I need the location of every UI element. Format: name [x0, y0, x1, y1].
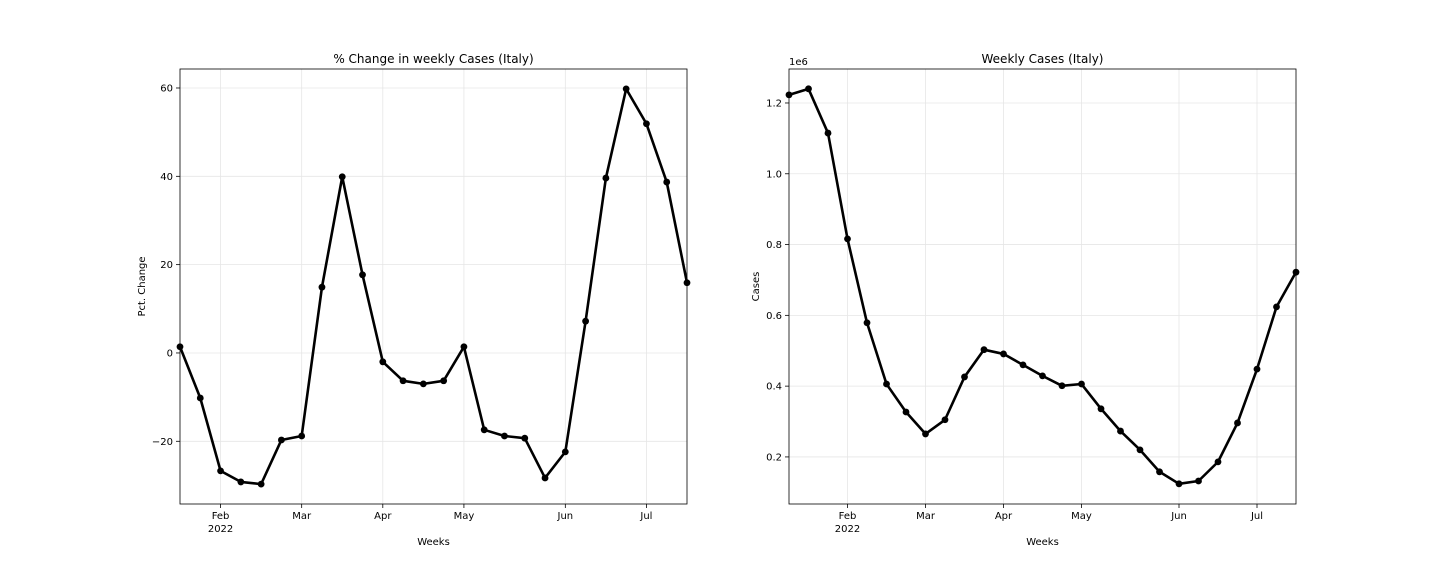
- data-point: [602, 174, 610, 182]
- data-point: [1039, 372, 1046, 380]
- data-point: [1253, 365, 1261, 373]
- y-tick-label: 0.4: [766, 382, 782, 393]
- data-point: [480, 426, 488, 434]
- x-tick-label: Apr: [995, 511, 1013, 522]
- data-point: [883, 380, 890, 388]
- y-tick-label: −20: [152, 437, 173, 448]
- data-point: [582, 317, 589, 325]
- data-point: [1195, 477, 1202, 485]
- data-point: [980, 346, 988, 354]
- data-point: [318, 283, 326, 291]
- chart-title: Weekly Cases (Italy): [982, 52, 1104, 66]
- data-point: [359, 271, 366, 279]
- data-point: [196, 394, 204, 402]
- data-point: [217, 467, 224, 475]
- data-point: [1273, 303, 1280, 311]
- y-tick-label: 40: [160, 172, 173, 183]
- data-line: [788, 87, 1298, 486]
- data-point: [298, 432, 306, 440]
- y-tick-label: 1.0: [766, 169, 782, 180]
- data-point: [961, 373, 968, 381]
- x-axis-label: Weeks: [1026, 537, 1059, 548]
- data-point: [622, 85, 630, 93]
- data-point: [863, 319, 871, 327]
- data-point: [1175, 480, 1183, 488]
- y-tick-label: 1.2: [766, 98, 782, 109]
- data-point: [399, 377, 407, 385]
- x-tick-label: Jul: [639, 511, 652, 522]
- data-point: [922, 430, 929, 438]
- y-tick-label: 20: [160, 260, 173, 271]
- data-point: [257, 480, 265, 488]
- x-tick-label: Jun: [1170, 511, 1187, 522]
- y-axis-label: Cases: [751, 272, 762, 302]
- x-tick-label: Jun: [557, 511, 574, 522]
- data-point: [1117, 427, 1124, 435]
- data-point: [419, 380, 427, 388]
- x-tick-label: May: [454, 511, 475, 522]
- data-point: [1156, 468, 1163, 476]
- x-tick-label: Mar: [916, 511, 936, 522]
- data-point: [1058, 382, 1066, 390]
- data-point: [683, 279, 691, 287]
- data-point: [278, 436, 285, 444]
- x-tick-label: Feb 2022: [835, 511, 860, 535]
- data-point: [379, 358, 387, 366]
- y-offset-label: 1e6: [789, 57, 808, 68]
- data-point: [176, 343, 184, 351]
- data-point: [1234, 419, 1241, 427]
- data-point: [902, 408, 910, 416]
- data-point: [237, 478, 245, 486]
- data-point: [844, 235, 851, 243]
- x-axis-label: Weeks: [417, 537, 450, 548]
- y-tick-label: 0.6: [766, 311, 782, 322]
- data-point: [1078, 380, 1085, 388]
- x-tick-label: Apr: [374, 511, 392, 522]
- chart-title: % Change in weekly Cases (Italy): [333, 52, 533, 66]
- plot-frame: [179, 68, 688, 505]
- data-point: [941, 416, 949, 424]
- x-tick-label: May: [1071, 511, 1092, 522]
- data-point: [1136, 446, 1144, 454]
- data-point: [541, 474, 549, 482]
- data-point: [561, 448, 569, 456]
- x-tick-label: Jul: [1250, 511, 1263, 522]
- data-point: [501, 432, 508, 440]
- data-point: [824, 129, 832, 137]
- x-tick-label: Mar: [292, 511, 312, 522]
- y-tick-label: 0.8: [766, 240, 782, 251]
- data-point: [1097, 405, 1105, 413]
- y-tick-label: 0.2: [766, 452, 782, 463]
- data-point: [440, 377, 448, 385]
- data-point: [1019, 361, 1027, 369]
- data-point: [1000, 350, 1007, 358]
- y-tick-label: 60: [160, 83, 173, 94]
- data-point: [1214, 458, 1222, 466]
- data-point: [805, 85, 812, 93]
- y-axis-label: Pct. Change: [137, 256, 148, 316]
- plot-frame: [788, 68, 1297, 505]
- data-point: [663, 178, 671, 186]
- x-tick-label: Feb 2022: [208, 511, 233, 535]
- data-line: [178, 87, 689, 486]
- data-point: [521, 434, 529, 442]
- data-point: [460, 343, 468, 351]
- data-point: [643, 120, 650, 128]
- data-point: [338, 173, 346, 181]
- data-point: [1292, 268, 1300, 276]
- y-tick-label: 0: [167, 348, 173, 359]
- data-point: [785, 91, 793, 99]
